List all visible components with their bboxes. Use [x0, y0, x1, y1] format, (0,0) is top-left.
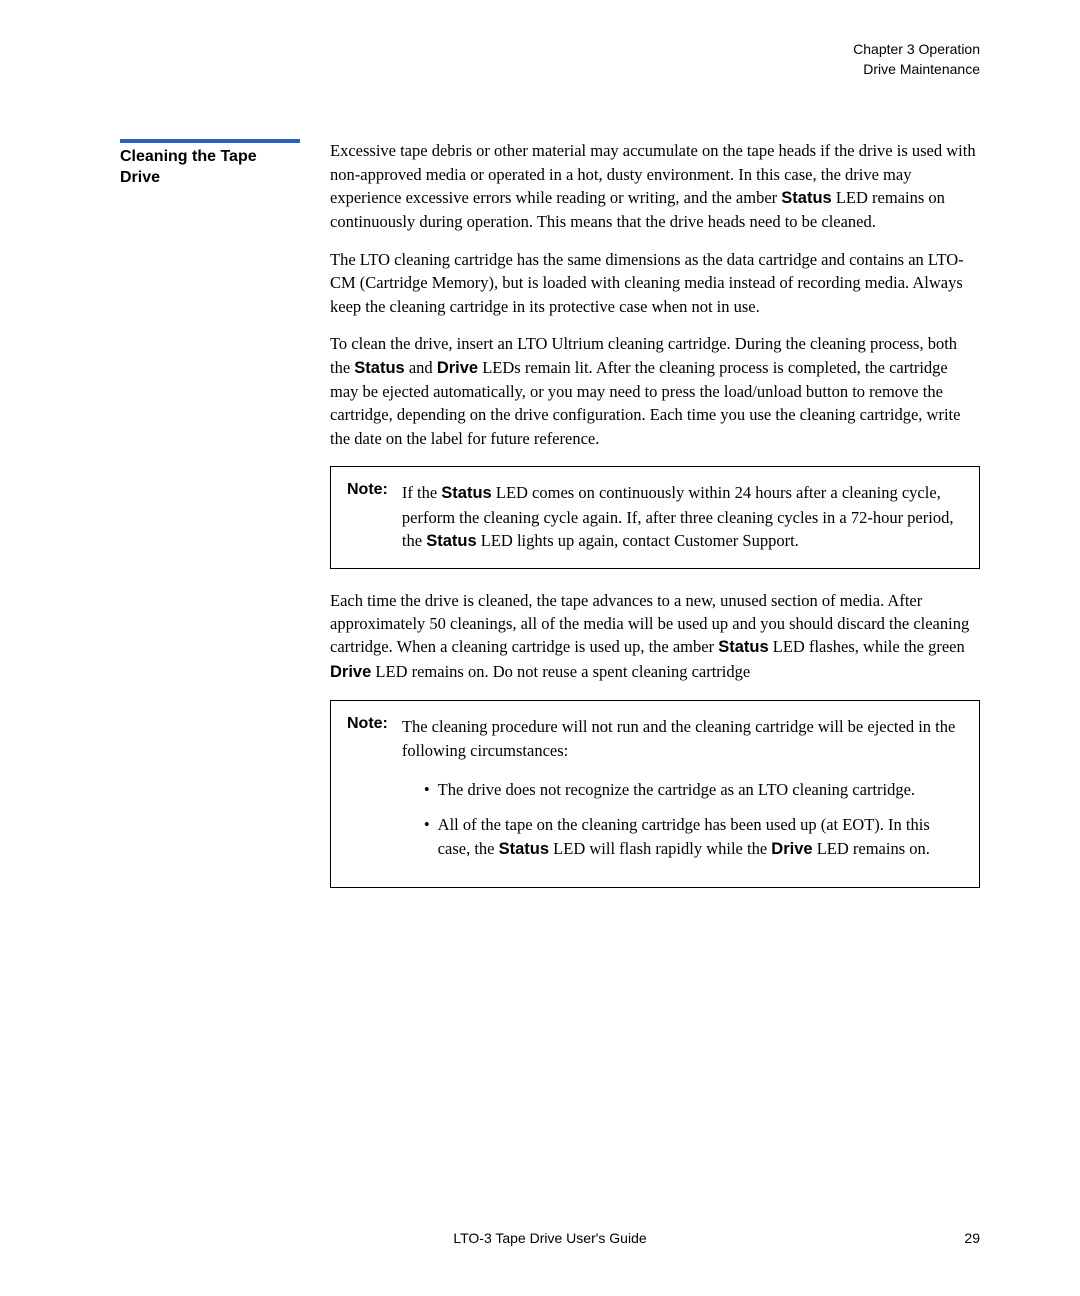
n1-bold1: Status	[441, 484, 491, 502]
header-section: Drive Maintenance	[120, 60, 980, 80]
p4-bold1: Status	[718, 638, 768, 656]
note-box-2: Note: The cleaning procedure will not ru…	[330, 700, 980, 888]
p3-bold2: Drive	[437, 359, 478, 377]
li2-t3: LED remains on.	[813, 839, 930, 858]
p4-text2: LED flashes, while the green	[769, 637, 965, 656]
main-column: Excessive tape debris or other material …	[330, 139, 980, 908]
note1-label: Note:	[347, 481, 388, 553]
sidebar: Cleaning the Tape Drive	[120, 139, 300, 908]
footer-pagenum: 29	[964, 1230, 980, 1246]
page-footer: LTO-3 Tape Drive User's Guide 29	[120, 1230, 980, 1246]
p3-bold1: Status	[354, 359, 404, 377]
p4-text3: LED remains on. Do not reuse a spent cle…	[371, 662, 750, 681]
note-box-1: Note: If the Status LED comes on continu…	[330, 466, 980, 568]
note2-label: Note:	[347, 715, 388, 873]
note2-body: The cleaning procedure will not run and …	[402, 715, 963, 873]
note2-list: • The drive does not recognize the cartr…	[402, 778, 963, 861]
note2-li1: • The drive does not recognize the cartr…	[424, 778, 963, 801]
paragraph-2: The LTO cleaning cartridge has the same …	[330, 248, 980, 318]
bullet-icon: •	[424, 778, 430, 801]
p1-bold1: Status	[781, 189, 831, 207]
li2-t2: LED will flash rapidly while the	[549, 839, 771, 858]
note2-li1-text: The drive does not recognize the cartrid…	[438, 778, 915, 801]
section-title: Cleaning the Tape Drive	[120, 139, 300, 189]
p3-text2: and	[405, 358, 437, 377]
paragraph-3: To clean the drive, insert an LTO Ultriu…	[330, 332, 980, 450]
paragraph-4: Each time the drive is cleaned, the tape…	[330, 589, 980, 685]
bullet-icon: •	[424, 813, 430, 861]
note2-intro: The cleaning procedure will not run and …	[402, 717, 955, 759]
li2-b1: Status	[499, 840, 549, 858]
n1-text3: LED lights up again, contact Customer Su…	[477, 531, 799, 550]
header-chapter: Chapter 3 Operation	[120, 40, 980, 60]
note1-body: If the Status LED comes on continuously …	[402, 481, 963, 553]
footer-title: LTO-3 Tape Drive User's Guide	[453, 1230, 646, 1246]
n1-bold2: Status	[426, 532, 476, 550]
page-header: Chapter 3 Operation Drive Maintenance	[120, 40, 980, 79]
note2-row: Note: The cleaning procedure will not ru…	[347, 715, 963, 873]
n1-text1: If the	[402, 483, 441, 502]
note1-row: Note: If the Status LED comes on continu…	[347, 481, 963, 553]
p4-bold2: Drive	[330, 663, 371, 681]
li2-b2: Drive	[771, 840, 812, 858]
note2-li2-text: All of the tape on the cleaning cartridg…	[438, 813, 963, 861]
note2-li2: • All of the tape on the cleaning cartri…	[424, 813, 963, 861]
paragraph-1: Excessive tape debris or other material …	[330, 139, 980, 234]
content-area: Cleaning the Tape Drive Excessive tape d…	[120, 139, 980, 908]
